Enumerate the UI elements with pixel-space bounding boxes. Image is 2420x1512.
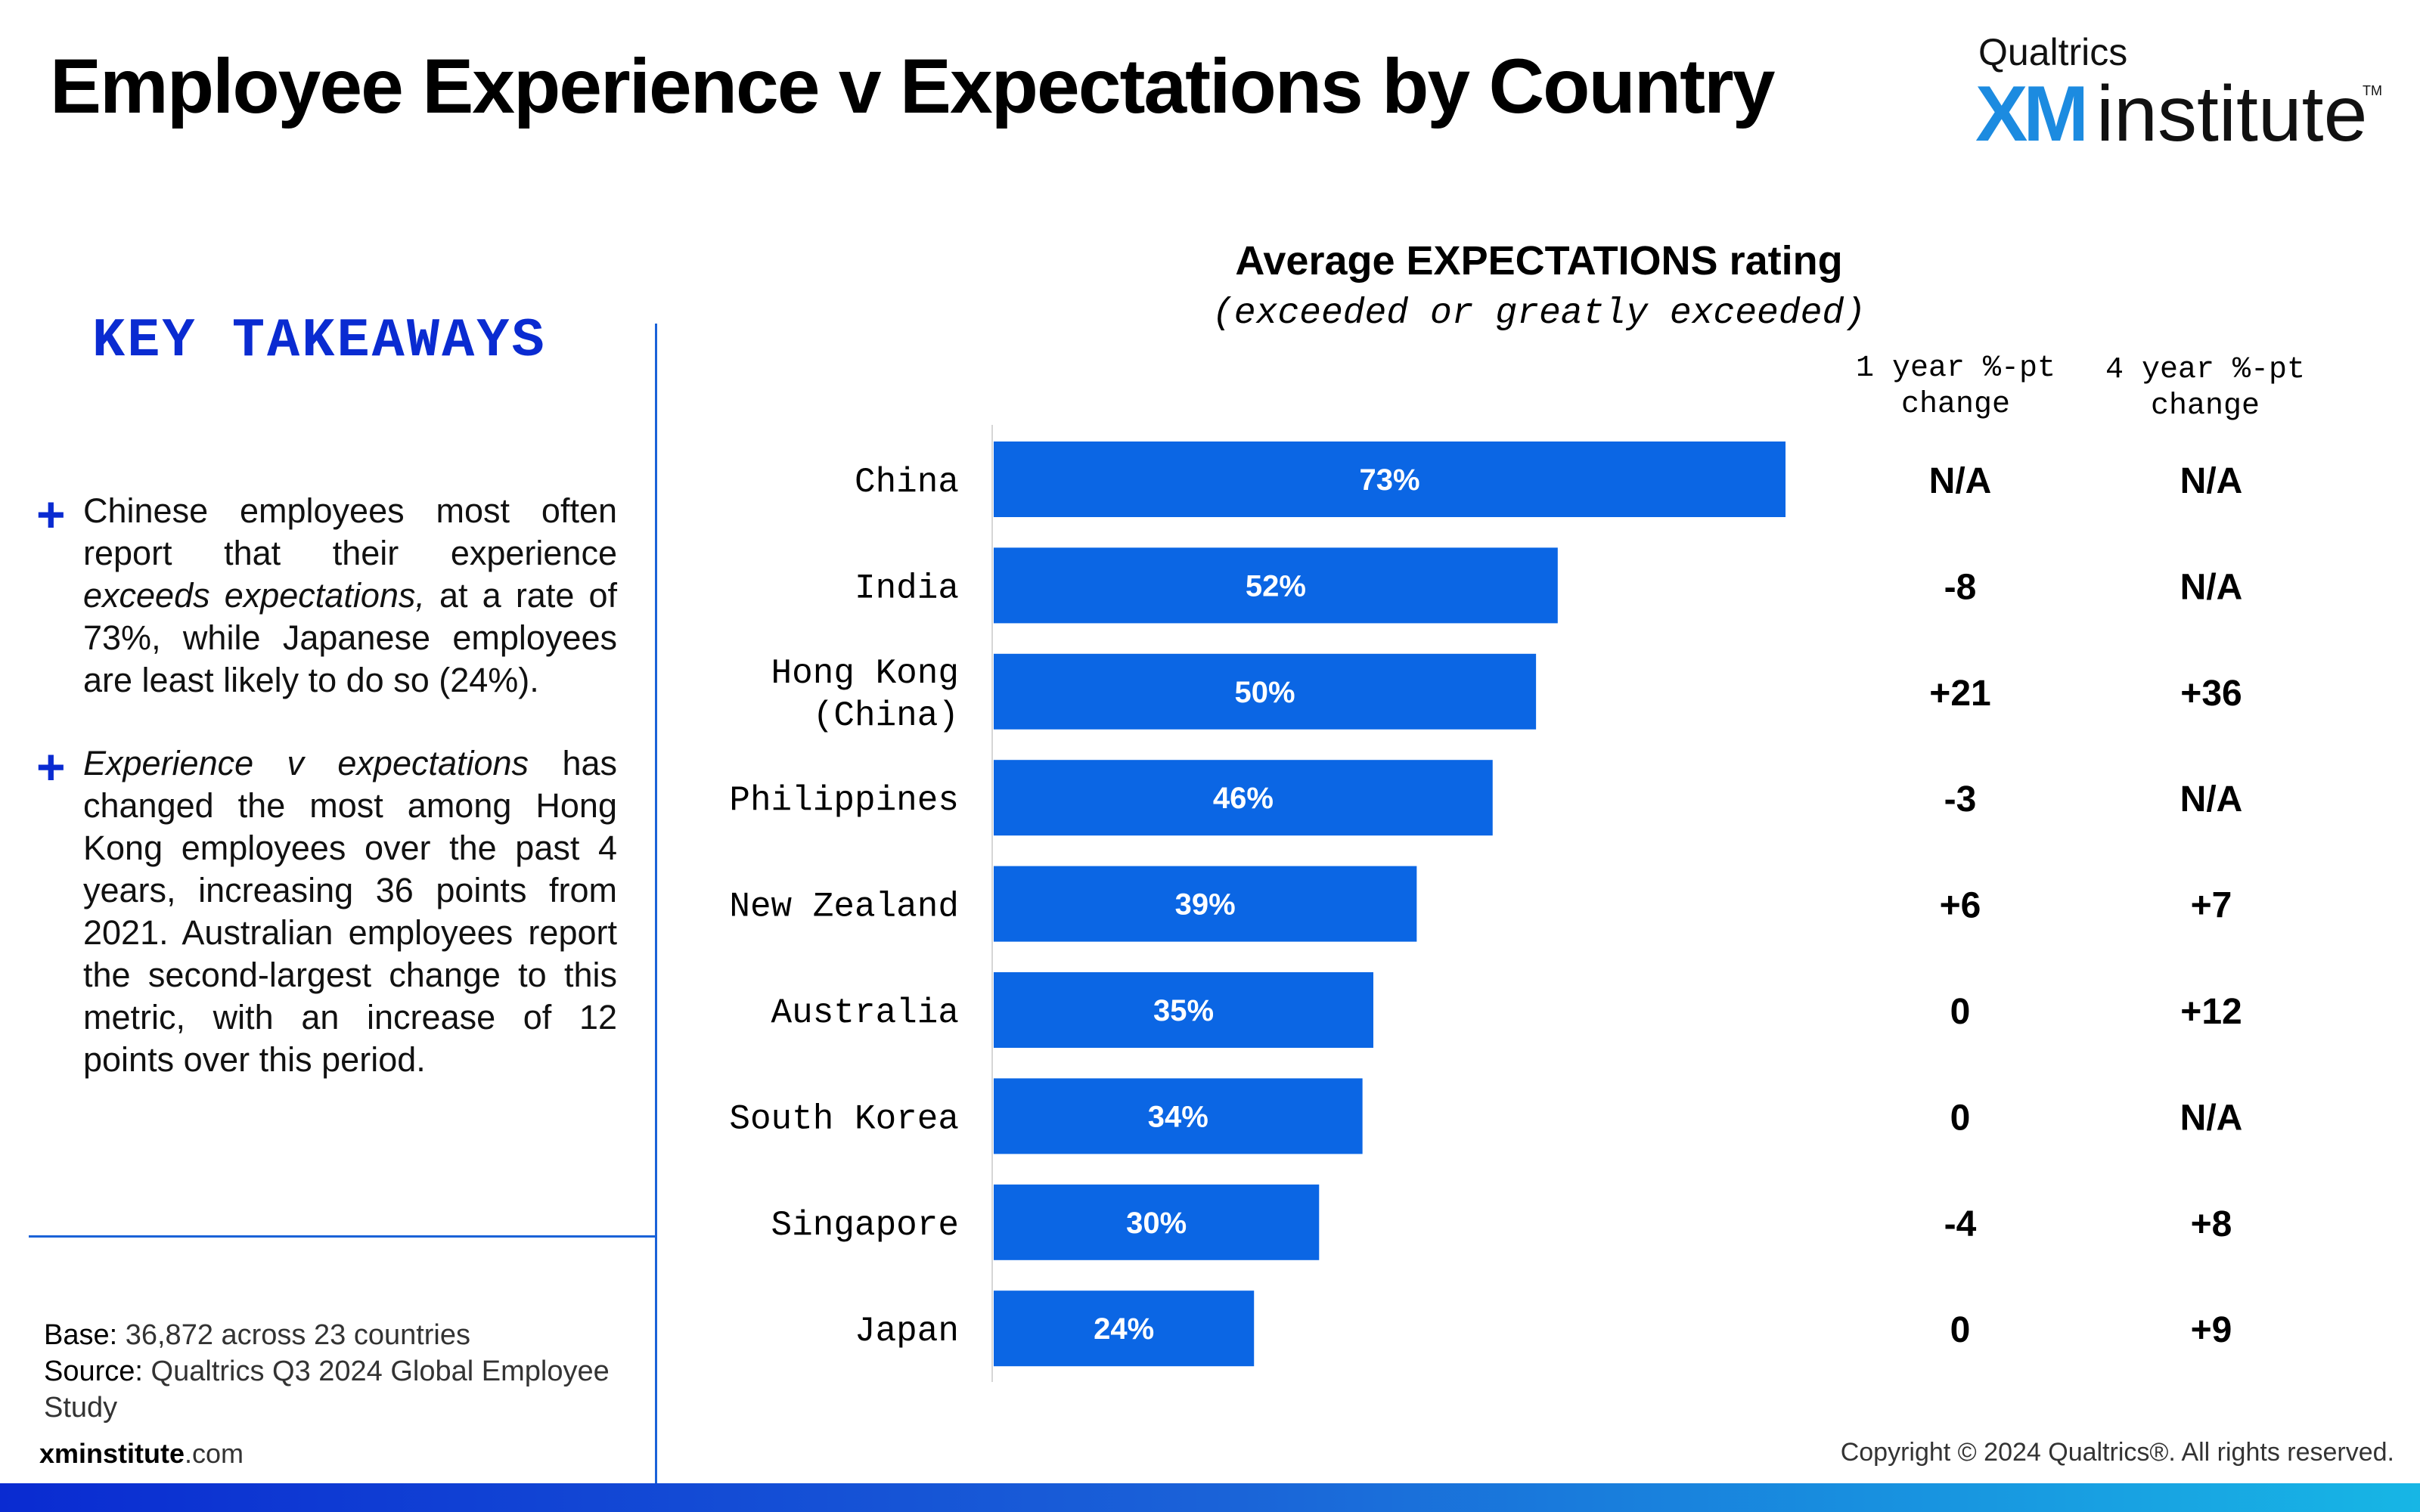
takeaway-bullet-2: + Experience v expectations has changed … [36,739,619,1090]
logo-qualtrics-text: Qualtrics [1978,31,2128,73]
page-title: Employee Experience v Expectations by Co… [50,43,1775,129]
source-note: Source: Qualtrics Q3 2024 Global Employe… [44,1356,610,1424]
one-year-change-value: 0 [1950,1310,1971,1350]
takeaway-bullet-1: + Chinese employees most often report th… [36,486,619,717]
plus-icon: + [36,486,66,542]
data-label: 34% [1148,1100,1208,1133]
category-label: Japan [855,1312,959,1351]
panel-divider-vertical [655,324,657,1484]
data-label: 35% [1153,994,1214,1027]
panel-divider-horizontal [29,1235,656,1238]
one-year-change-value: -4 [1944,1204,1977,1244]
data-label: 46% [1213,782,1274,815]
four-year-change-value: N/A [2180,567,2243,607]
data-label: 30% [1126,1207,1187,1240]
chart-bar [994,866,1417,942]
four-year-change-value: +9 [2191,1310,2232,1350]
chart-bar [994,653,1537,730]
site-link[interactable]: xminstitute.com [39,1438,244,1469]
category-label: China [855,463,959,502]
category-label: India [855,569,959,608]
one-year-change-value: -8 [1944,567,1977,607]
chart-bar [994,760,1493,836]
chart-bar [994,547,1558,624]
one-year-change-value: +6 [1940,886,1981,926]
plus-icon: + [36,739,66,795]
data-label: 73% [1359,463,1419,497]
chart-bar [994,1078,1363,1154]
logo-trademark: TM [2363,83,2382,98]
takeaway-text-1: Chinese employees most often report that… [83,491,618,699]
bottom-gradient-bar [0,1483,2420,1512]
category-label: New Zealand [729,888,959,927]
category-label: Australia [771,993,959,1033]
chart-title: Average EXPECTATIONS rating [1235,238,1843,284]
key-takeaways-heading: KEY TAKEAWAYS [92,310,547,372]
category-label: Hong Kong [771,654,959,693]
one-year-change-value: +21 [1929,674,1990,714]
column-header-1-year: 1 year %-pt change [1855,352,2056,422]
four-year-change-value: +8 [2191,1204,2232,1244]
data-label: 24% [1094,1312,1154,1346]
chart-bar [994,442,1786,517]
data-label: 50% [1235,676,1295,709]
column-header-4-year: 4 year %-pt change [2105,353,2306,423]
takeaway-text-2: Experience v expectations has changed th… [83,744,617,1079]
logo-institute-text: institute [2096,70,2368,158]
four-year-change-value: +12 [2180,992,2242,1032]
four-year-change-value: +7 [2191,886,2232,926]
four-year-change-value: N/A [2180,779,2243,820]
qualtrics-xm-institute-logo: Qualtrics XM institute TM [1975,30,2382,158]
category-label: Singapore [771,1206,959,1245]
four-year-change-value: +36 [2180,674,2242,714]
base-note: Base: 36,872 across 23 countries [44,1319,471,1351]
one-year-change-value: 0 [1950,1098,1971,1138]
one-year-change-value: -3 [1944,779,1977,820]
category-label: (China) [813,696,959,736]
four-year-change-value: N/A [2180,1098,2243,1138]
chart-subtitle: (exceeded or greatly exceeded) [1212,293,1866,334]
footnote: Base: 36,872 across 23 countries Source:… [44,1317,626,1426]
chart-bar [994,972,1373,1048]
category-label: Philippines [729,781,959,820]
category-label: South Korea [729,1099,959,1139]
one-year-change-value: 0 [1950,992,1971,1032]
chart-bar [994,1184,1320,1260]
data-label: 52% [1246,569,1306,603]
data-label: 39% [1175,888,1236,922]
logo-xm-text: XM [1975,70,2089,158]
copyright-notice: Copyright © 2024 Qualtrics®. All rights … [1840,1438,2394,1467]
four-year-change-value: N/A [2180,461,2243,501]
one-year-change-value: N/A [1929,461,1992,501]
chart-bar [994,1290,1255,1367]
